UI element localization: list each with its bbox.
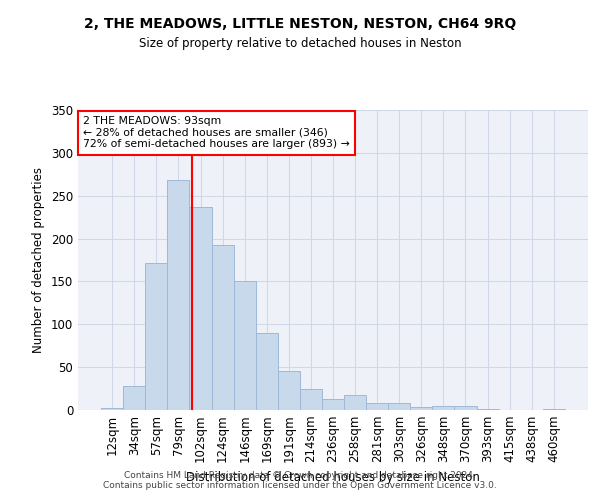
Bar — [344, 396, 366, 410]
Bar — [322, 399, 344, 410]
Text: Size of property relative to detached houses in Neston: Size of property relative to detached ho… — [139, 38, 461, 51]
Bar — [167, 180, 190, 410]
Bar — [278, 372, 300, 410]
Bar — [454, 406, 476, 410]
Text: Contains HM Land Registry data © Crown copyright and database right 2024.
Contai: Contains HM Land Registry data © Crown c… — [103, 470, 497, 490]
Bar — [366, 403, 388, 410]
X-axis label: Distribution of detached houses by size in Neston: Distribution of detached houses by size … — [186, 471, 480, 484]
Bar — [410, 406, 433, 410]
Bar — [233, 282, 256, 410]
Bar — [190, 207, 212, 410]
Text: 2, THE MEADOWS, LITTLE NESTON, NESTON, CH64 9RQ: 2, THE MEADOWS, LITTLE NESTON, NESTON, C… — [84, 18, 516, 32]
Bar — [123, 386, 145, 410]
Bar — [145, 262, 167, 410]
Text: 2 THE MEADOWS: 93sqm
← 28% of detached houses are smaller (346)
72% of semi-deta: 2 THE MEADOWS: 93sqm ← 28% of detached h… — [83, 116, 350, 149]
Bar — [543, 409, 565, 410]
Bar — [433, 406, 454, 410]
Bar — [212, 246, 233, 410]
Bar — [101, 408, 123, 410]
Bar — [388, 403, 410, 410]
Bar — [476, 409, 499, 410]
Bar — [300, 388, 322, 410]
Y-axis label: Number of detached properties: Number of detached properties — [32, 167, 46, 353]
Bar — [256, 333, 278, 410]
